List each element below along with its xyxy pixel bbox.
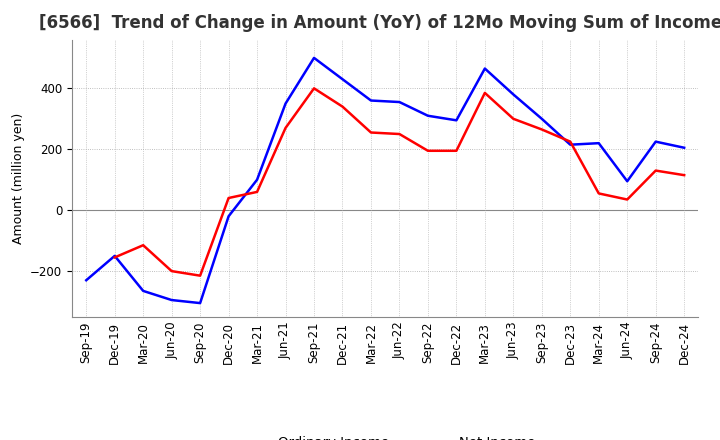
Ordinary Income [225, 214, 233, 219]
Ordinary Income [310, 55, 318, 61]
Ordinary Income [509, 92, 518, 97]
Ordinary Income [623, 179, 631, 184]
Net Income [110, 255, 119, 260]
Net Income [509, 116, 518, 121]
Ordinary Income [366, 98, 375, 103]
Ordinary Income [82, 278, 91, 283]
Line: Ordinary Income: Ordinary Income [86, 58, 684, 303]
Net Income [366, 130, 375, 135]
Title: [6566]  Trend of Change in Amount (YoY) of 12Mo Moving Sum of Incomes: [6566] Trend of Change in Amount (YoY) o… [39, 15, 720, 33]
Net Income [338, 104, 347, 109]
Legend: Ordinary Income, Net Income: Ordinary Income, Net Income [230, 431, 541, 440]
Net Income [452, 148, 461, 154]
Ordinary Income [652, 139, 660, 144]
Ordinary Income [566, 142, 575, 147]
Net Income [167, 268, 176, 274]
Ordinary Income [196, 301, 204, 306]
Ordinary Income [167, 297, 176, 303]
Net Income [537, 127, 546, 132]
Net Income [623, 197, 631, 202]
Net Income [480, 90, 489, 95]
Net Income [253, 189, 261, 194]
Net Income [310, 86, 318, 91]
Ordinary Income [395, 99, 404, 105]
Net Income [139, 242, 148, 248]
Ordinary Income [282, 101, 290, 106]
Ordinary Income [537, 116, 546, 121]
Ordinary Income [595, 140, 603, 146]
Net Income [595, 191, 603, 196]
Line: Net Income: Net Income [114, 88, 684, 276]
Ordinary Income [139, 288, 148, 293]
Ordinary Income [452, 117, 461, 123]
Ordinary Income [423, 113, 432, 118]
Net Income [282, 125, 290, 131]
Net Income [225, 195, 233, 201]
Y-axis label: Amount (million yen): Amount (million yen) [12, 113, 24, 244]
Net Income [652, 168, 660, 173]
Net Income [680, 172, 688, 178]
Ordinary Income [110, 253, 119, 259]
Net Income [566, 139, 575, 144]
Net Income [395, 132, 404, 137]
Ordinary Income [253, 177, 261, 182]
Ordinary Income [680, 145, 688, 150]
Ordinary Income [338, 77, 347, 82]
Net Income [196, 273, 204, 279]
Ordinary Income [480, 66, 489, 71]
Net Income [423, 148, 432, 154]
